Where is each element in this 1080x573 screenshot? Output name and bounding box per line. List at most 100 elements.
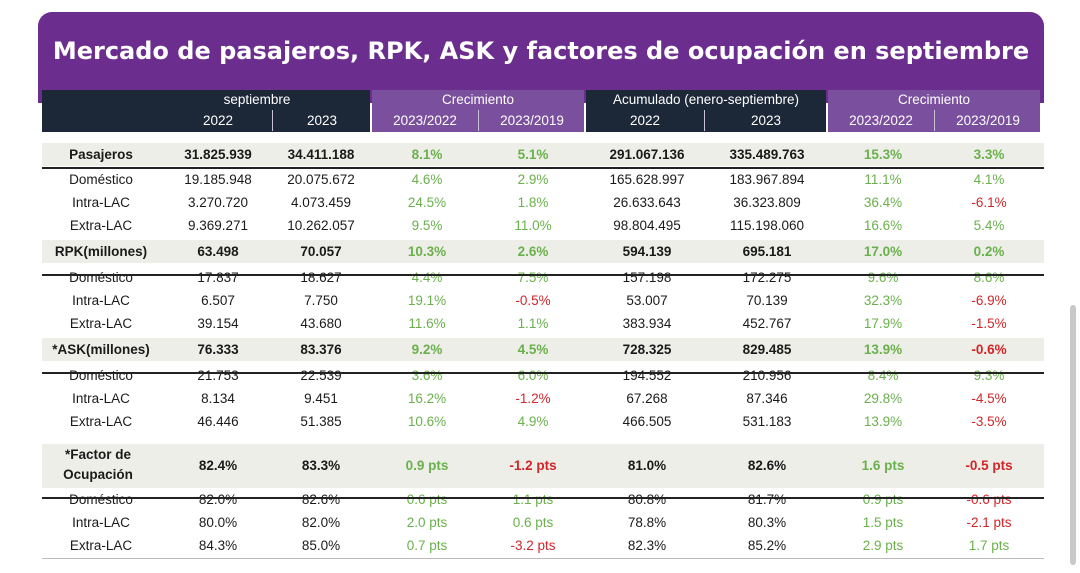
- row-value-col1: 17.837: [197, 270, 239, 285]
- row-label: Intra-LAC: [72, 195, 130, 210]
- header-group-acumulado: Acumulado (enero-septiembre) 2022 2023: [586, 90, 826, 132]
- row-value-col6: 82.6%: [747, 458, 787, 473]
- row-value-col4: 0.6 pts: [512, 515, 554, 530]
- row-value-col1: 6.507: [201, 293, 235, 308]
- header-sub-2022: 2022: [202, 113, 234, 128]
- row-value-col6: 87.346: [746, 391, 788, 406]
- table-section-row: RPK(millones) 63.498 70.057 10.3% 2.6% 594.13…: [42, 240, 1044, 263]
- row-value-col4: 1.1 pts: [512, 492, 554, 507]
- row-value-col3: 10.3%: [407, 244, 447, 259]
- row-value-col3: 0.9 pts: [405, 458, 449, 473]
- row-value-col7: 29.8%: [863, 391, 903, 406]
- row-value-col6: 80.3%: [747, 515, 787, 530]
- row-value-col2: 10.262.057: [287, 218, 355, 233]
- row-value-col2: 43.680: [300, 316, 342, 331]
- row-value-col3: 2.0 pts: [406, 515, 448, 530]
- row-value-col7: 1.6 pts: [861, 458, 905, 473]
- row-value-col6: 81.7%: [747, 492, 787, 507]
- row-value-col1: 19.185.948: [184, 172, 252, 187]
- row-value-col8: 3.3%: [973, 147, 1005, 162]
- header-label-septiembre: septiembre: [223, 92, 291, 107]
- row-value-col4: 1.1%: [517, 316, 549, 331]
- row-label: Extra-LAC: [69, 316, 133, 331]
- row-label: Intra-LAC: [72, 515, 130, 530]
- row-value-col8: 8.6%: [973, 270, 1005, 285]
- row-value-col3: 19.1%: [407, 293, 447, 308]
- row-value-col2: 51.385: [300, 414, 342, 429]
- scrollbar[interactable]: [1070, 305, 1076, 565]
- row-value-col6: 210.956: [742, 368, 792, 383]
- row-label: *Factor de Ocupación: [63, 447, 133, 482]
- header-sub-acum-2022: 2022: [629, 113, 661, 128]
- row-value-col8: 0.2%: [973, 244, 1005, 259]
- table-section-row: Pasajeros 31.825.939 34.411.188 8.1% 5.1% 291…: [42, 143, 1044, 166]
- row-value-col2: 85.0%: [301, 538, 341, 553]
- row-value-col8: -1.5%: [971, 316, 1007, 331]
- row-value-col7: 17.9%: [863, 316, 903, 331]
- row-label: Doméstico: [69, 492, 133, 507]
- row-value-col3: 11.6%: [408, 316, 446, 331]
- row-value-col4: 11.0%: [514, 218, 552, 233]
- row-value-col2: 4.073.459: [290, 195, 352, 210]
- row-label: Extra-LAC: [69, 414, 133, 429]
- table-row: Intra-LAC 8.134 9.451 16.2% -1.2% 67.268 87.34…: [42, 387, 1044, 410]
- row-value-col1: 82.0%: [198, 492, 238, 507]
- row-value-col6: 36.323.809: [733, 195, 801, 210]
- row-value-col1: 82.4%: [198, 458, 238, 473]
- row-value-col4: 5.1%: [517, 147, 549, 162]
- header-sub-2023: 2023: [272, 110, 371, 131]
- row-value-col4: -1.2 pts: [509, 458, 557, 473]
- row-value-col8: -4.5%: [971, 391, 1007, 406]
- row-value-col6: 85.2%: [747, 538, 787, 553]
- row-value-col1: 21.753: [197, 368, 239, 383]
- row-label: *ASK(millones): [52, 342, 150, 357]
- row-value-col3: 9.2%: [411, 342, 443, 357]
- header-label-crecimiento: Crecimiento: [441, 92, 515, 107]
- row-value-col6: 531.183: [742, 414, 792, 429]
- row-value-col1: 84.3%: [198, 538, 238, 553]
- row-value-col8: -0.6%: [971, 342, 1007, 357]
- row-value-col5: 81.0%: [627, 458, 667, 473]
- row-value-col2: 82.6%: [301, 492, 341, 507]
- row-value-col5: 383.934: [622, 316, 672, 331]
- row-label: Doméstico: [69, 172, 133, 187]
- header-sub-acum-2023-2019: 2023/2019: [934, 110, 1041, 131]
- table-row: Doméstico 82.0% 82.6% 0.6 pts 1.1 pts 80.8% 81…: [42, 488, 1044, 511]
- row-value-col2: 70.057: [300, 244, 342, 259]
- row-value-col7: 13.9%: [863, 342, 903, 357]
- row-value-col2: 7.750: [304, 293, 338, 308]
- row-value-col6: 115.198.060: [729, 218, 805, 233]
- row-label: Doméstico: [69, 270, 133, 285]
- row-value-col8: 1.7 pts: [968, 538, 1010, 553]
- row-value-col1: 8.134: [201, 391, 235, 406]
- row-value-col6: 452.767: [742, 316, 792, 331]
- table-row: Doméstico 21.753 22.539 3.6% 6.0% 194.552 210.…: [42, 364, 1044, 387]
- row-value-col2: 34.411.188: [287, 147, 355, 162]
- row-value-col2: 83.376: [300, 342, 342, 357]
- row-value-col5: 53.007: [626, 293, 668, 308]
- row-value-col3: 24.5%: [407, 195, 447, 210]
- row-label: Doméstico: [69, 368, 133, 383]
- row-value-col3: 0.7 pts: [406, 538, 448, 553]
- section-divider: [42, 372, 1044, 374]
- row-value-col5: 78.8%: [627, 515, 667, 530]
- row-value-col1: 80.0%: [198, 515, 238, 530]
- row-value-col5: 157.198: [622, 270, 672, 285]
- row-value-col2: 18.627: [300, 270, 342, 285]
- header-label-crecimiento-acum: Crecimiento: [897, 92, 971, 107]
- row-value-col4: 1.8%: [517, 195, 549, 210]
- row-value-col8: 4.1%: [973, 172, 1005, 187]
- row-value-col7: 32.3%: [863, 293, 903, 308]
- row-label: Intra-LAC: [72, 391, 130, 406]
- header-group-crecimiento-acum: Crecimiento 2023/2022 2023/2019: [828, 90, 1040, 132]
- section-divider: [42, 167, 1044, 169]
- row-value-col8: -0.6 pts: [966, 492, 1012, 507]
- data-table-card: Mercado de pasajeros, RPK, ASK y factore…: [38, 12, 1044, 572]
- row-value-col4: -0.5%: [515, 293, 551, 308]
- row-value-col5: 80.8%: [627, 492, 667, 507]
- table-row: Intra-LAC 6.507 7.750 19.1% -0.5% 53.007 70.13…: [42, 289, 1044, 312]
- row-label: Extra-LAC: [69, 538, 133, 553]
- row-value-col6: 183.967.894: [729, 172, 805, 187]
- row-value-col5: 728.325: [622, 342, 672, 357]
- row-value-col4: 6.0%: [517, 368, 549, 383]
